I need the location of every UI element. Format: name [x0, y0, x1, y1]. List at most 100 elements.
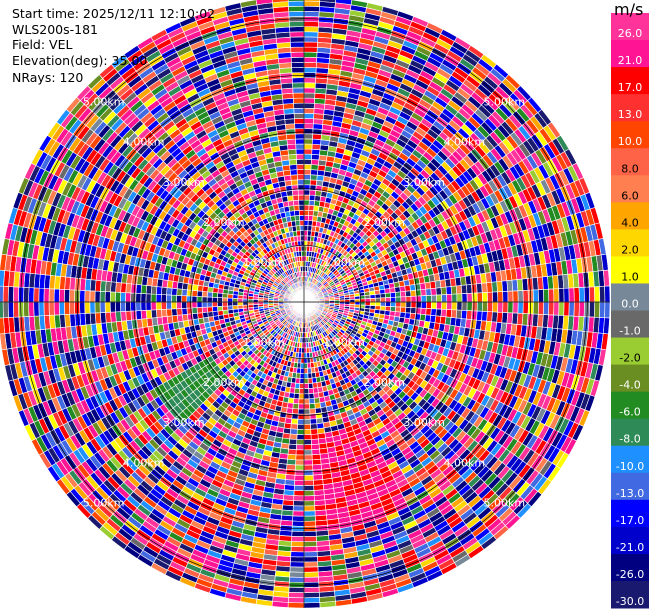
velocity-cell	[312, 459, 321, 465]
velocity-cell	[291, 536, 304, 541]
velocity-cell	[304, 455, 312, 460]
velocity-cell	[391, 302, 396, 307]
velocity-cell	[304, 414, 310, 419]
velocity-cell	[365, 299, 370, 302]
velocity-cell	[307, 363, 311, 368]
velocity-cell	[310, 180, 317, 186]
velocity-cell	[457, 302, 462, 310]
velocity-cell	[294, 485, 304, 490]
velocity-cell	[288, 602, 304, 608]
velocity-cell	[289, 587, 304, 592]
velocity-cell	[304, 124, 313, 129]
velocity-cell	[436, 309, 442, 316]
velocity-cell	[292, 409, 298, 415]
velocity-cell	[287, 459, 296, 465]
velocity-cell	[304, 373, 308, 378]
velocity-cell	[304, 383, 309, 388]
velocity-cell	[431, 288, 437, 295]
velocity-cell	[452, 302, 457, 310]
velocity-cell	[498, 292, 503, 302]
velocity-cell	[603, 318, 609, 334]
velocity-cell	[304, 164, 311, 169]
velocity-cell	[304, 57, 317, 62]
velocity-cell	[311, 444, 319, 450]
velocity-cell	[309, 398, 315, 403]
velocity-cell	[405, 291, 411, 297]
velocity-cell	[513, 302, 518, 313]
velocity-cell	[304, 103, 314, 108]
velocity-cell	[380, 298, 385, 302]
velocity-cell	[603, 270, 609, 286]
velocity-cell	[304, 195, 310, 200]
velocity-cell	[295, 470, 304, 475]
velocity-cell	[293, 398, 299, 403]
velocity-cell	[304, 47, 317, 52]
velocity-cell	[304, 144, 312, 149]
velocity-cell	[296, 445, 304, 450]
velocity-cell	[309, 205, 314, 210]
velocity-cell	[304, 546, 317, 551]
velocity-cell	[304, 597, 320, 603]
velocity-cell	[296, 450, 304, 455]
velocity-cell	[295, 475, 304, 480]
velocity-cell	[370, 295, 375, 299]
velocity-cell	[390, 307, 395, 312]
velocity-cell	[290, 434, 297, 440]
velocity-cell	[304, 378, 308, 383]
velocity-cell	[309, 195, 315, 201]
velocity-cell	[466, 284, 472, 293]
velocity-cell	[304, 368, 308, 373]
velocity-cell	[272, 601, 288, 607]
velocity-cell	[533, 290, 538, 302]
velocity-cell	[345, 300, 350, 302]
velocity-cell	[304, 475, 313, 480]
velocity-cell	[426, 289, 432, 296]
velocity-cell	[304, 536, 317, 541]
velocity-cell	[304, 480, 314, 485]
velocity-cell	[291, 546, 304, 551]
velocity-cell	[292, 521, 304, 526]
velocity-cell	[599, 302, 605, 318]
velocity-cell	[304, 409, 310, 414]
velocity-cell	[304, 169, 311, 174]
velocity-cell	[462, 302, 467, 311]
velocity-cell	[559, 288, 564, 302]
velocity-cell	[304, 154, 312, 159]
velocity-cell	[293, 506, 304, 511]
velocity-cell	[447, 302, 452, 310]
velocity-cell	[523, 290, 528, 302]
velocity-cell	[304, 521, 316, 526]
velocity-cell	[457, 294, 462, 302]
velocity-cell	[406, 296, 411, 302]
velocity-cell	[300, 373, 304, 378]
velocity-cell	[298, 414, 304, 419]
velocity-cell	[313, 134, 322, 140]
velocity-cell	[385, 302, 390, 307]
velocity-cell	[304, 27, 318, 32]
velocity-cell	[289, 592, 304, 597]
velocity-cell	[304, 78, 316, 83]
velocity-cell	[312, 454, 321, 460]
velocity-cell	[304, 516, 315, 521]
velocity-cell	[311, 164, 318, 170]
velocity-cell	[311, 429, 318, 435]
velocity-cell	[293, 403, 299, 409]
velocity-cell	[579, 287, 584, 302]
velocity-cell	[574, 302, 579, 316]
velocity-cell	[401, 297, 406, 302]
velocity-cell	[304, 52, 317, 57]
velocity-cell	[304, 592, 319, 597]
velocity-cell	[487, 302, 492, 312]
velocity-cell	[564, 288, 569, 302]
velocity-cell	[304, 506, 315, 511]
velocity-cell	[543, 289, 548, 302]
velocity-cell	[304, 88, 315, 93]
velocity-cell	[294, 388, 299, 393]
velocity-cell	[309, 403, 315, 409]
velocity-cell	[304, 404, 310, 409]
velocity-cell	[304, 445, 312, 450]
velocity-cell	[472, 302, 477, 311]
velocity-cell	[310, 424, 317, 430]
